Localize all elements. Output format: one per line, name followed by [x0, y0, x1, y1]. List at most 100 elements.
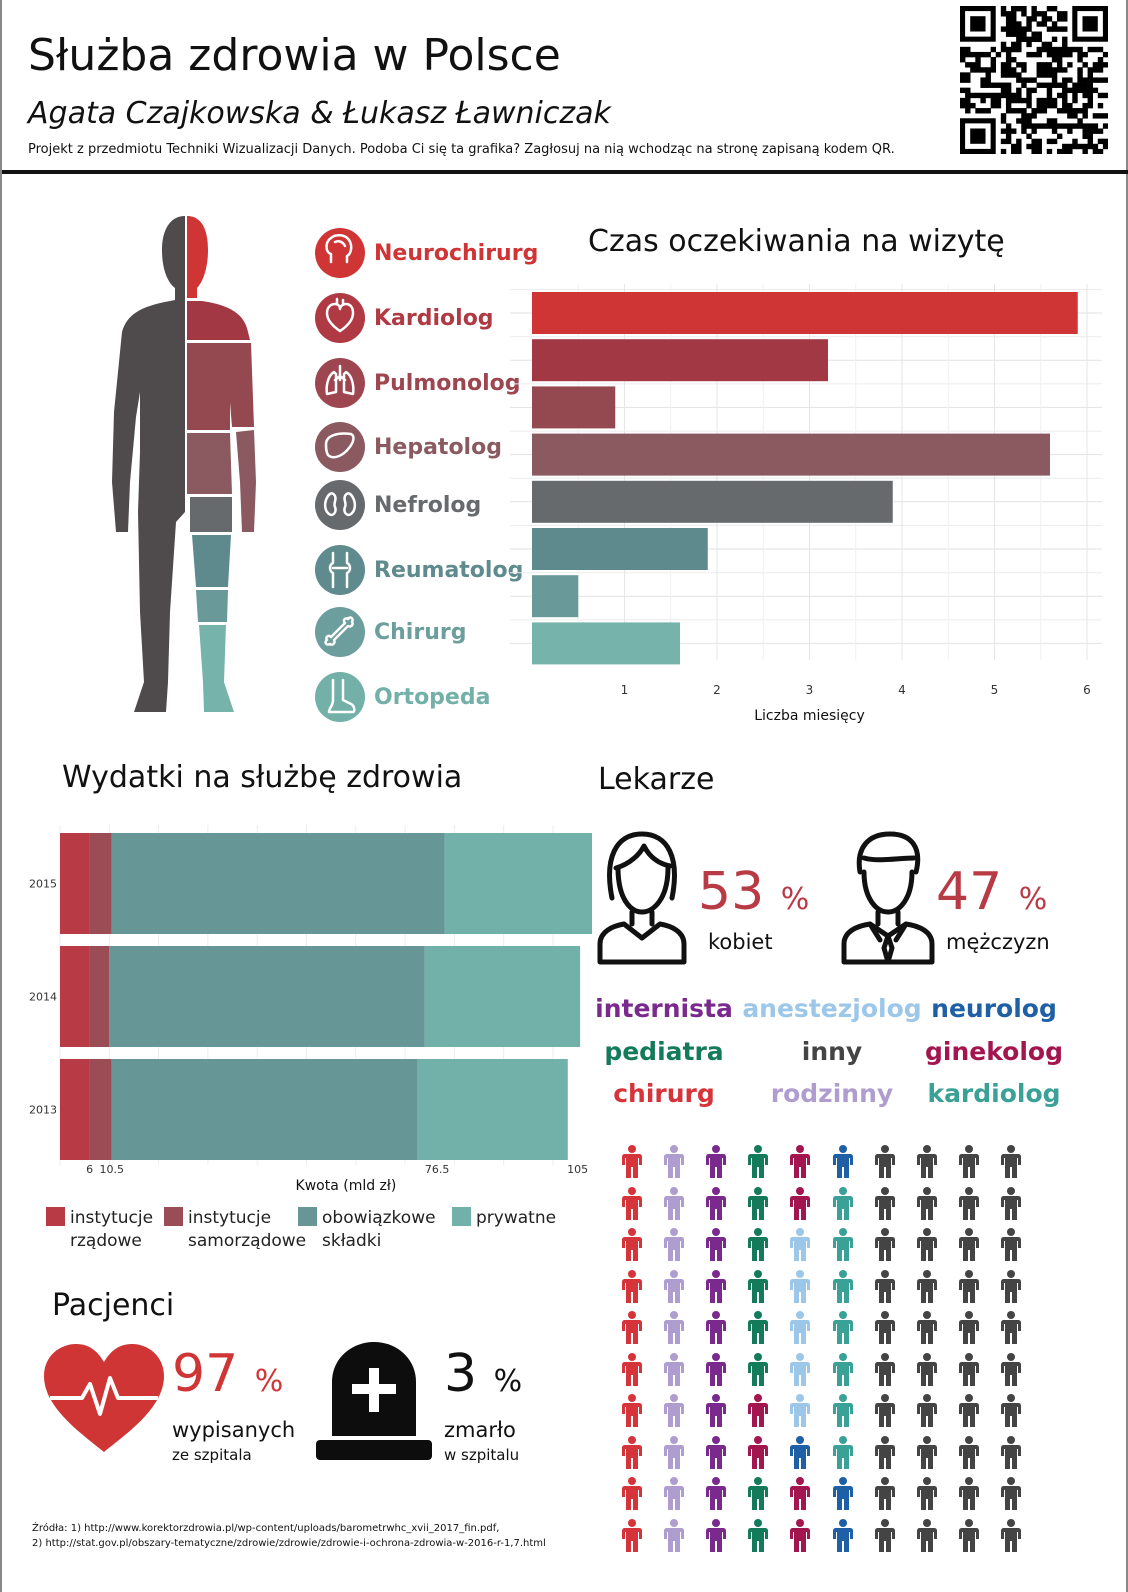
legend-swatch	[46, 1207, 65, 1226]
discharged-percent-value: 97	[172, 1344, 239, 1404]
legend-label-line: instytucje	[70, 1208, 154, 1228]
died-percent-sign: %	[493, 1364, 523, 1399]
legend-label-line: instytucje	[188, 1208, 272, 1228]
foot-icon	[315, 672, 365, 722]
person-icon	[664, 1352, 685, 1386]
person-icon	[664, 1269, 685, 1303]
person-icon	[1000, 1311, 1021, 1344]
bar	[532, 575, 579, 618]
specialist-label: Pulmonolog	[374, 371, 521, 396]
person-icon	[748, 1228, 769, 1261]
body-shin-right	[199, 625, 234, 712]
bar-segment	[424, 946, 581, 1047]
x-axis-label: Kwota (mld zł)	[296, 1178, 397, 1194]
person-icon	[874, 1186, 895, 1220]
person-icon	[874, 1394, 895, 1427]
person-icon	[1000, 1518, 1021, 1552]
legend-label: prywatne	[476, 1207, 556, 1230]
body-thigh-right	[192, 535, 231, 587]
qr-code-icon[interactable]	[960, 6, 1108, 154]
person-icon	[958, 1269, 979, 1303]
person-icon	[664, 1477, 685, 1510]
person-icon	[706, 1477, 727, 1510]
bar-segment	[109, 946, 425, 1047]
person-icon	[622, 1269, 642, 1303]
heart-icon	[315, 293, 365, 343]
discharged-percent: 97 %	[172, 1348, 283, 1408]
person-icon	[790, 1394, 811, 1427]
legend-swatch	[164, 1207, 183, 1226]
header-divider	[2, 170, 1128, 174]
person-icon	[664, 1186, 685, 1220]
bar-segment	[60, 1059, 90, 1160]
doctor-type-label: pediatra	[604, 1037, 724, 1066]
person-icon	[1000, 1352, 1021, 1386]
liver-icon	[315, 422, 365, 472]
tick-label: 1	[621, 683, 629, 697]
men-label: mężczyzn	[946, 930, 1050, 954]
specialist-label: Chirurg	[374, 620, 467, 645]
person-icon	[1000, 1269, 1021, 1303]
person-icon	[832, 1477, 853, 1510]
brain-head-icon	[315, 228, 365, 278]
person-icon	[622, 1186, 642, 1220]
person-icon	[622, 1435, 642, 1469]
bar-segment	[89, 946, 110, 1047]
doctor-type-label: rodzinny	[770, 1079, 894, 1108]
person-icon	[790, 1477, 811, 1510]
person-icon	[748, 1269, 769, 1303]
person-icon	[706, 1311, 727, 1344]
person-icon	[916, 1269, 937, 1303]
person-icon	[958, 1145, 979, 1178]
person-icon	[790, 1352, 811, 1386]
person-icon	[622, 1394, 642, 1427]
chart-expenditure-title: Wydatki na służbę zdrowia	[62, 760, 463, 795]
doctor-type-label: internista	[595, 994, 733, 1023]
tick-label: 6	[1083, 683, 1091, 697]
page-title: Służba zdrowia w Polsce	[28, 30, 561, 81]
discharged-label: wypisanych	[172, 1418, 296, 1442]
human-body-figure	[112, 216, 256, 712]
person-icon	[958, 1394, 979, 1427]
legend-label: instytucje rządowe	[70, 1207, 153, 1253]
person-icon	[916, 1518, 937, 1552]
legend-swatch	[452, 1207, 471, 1226]
specialist-label: Nefrolog	[374, 493, 482, 518]
person-icon	[1000, 1477, 1021, 1510]
category-label: 2015	[29, 878, 57, 891]
person-icon	[664, 1394, 685, 1427]
person-icon	[748, 1477, 769, 1510]
person-icon	[874, 1352, 895, 1386]
chart-waiting-time: 1 2 3 4 5 6 Liczba miesięcy	[510, 284, 1102, 724]
person-icon	[1000, 1435, 1021, 1469]
person-icon	[832, 1269, 853, 1303]
specialist-label: Neurochirurg	[374, 241, 539, 266]
body-chest-right	[187, 301, 250, 340]
bone-icon	[315, 607, 365, 657]
person-icon	[832, 1145, 853, 1178]
men-percent: 47 %	[936, 866, 1047, 926]
body-head-right	[187, 216, 208, 298]
person-icon	[748, 1311, 769, 1344]
bar-segment	[111, 833, 445, 934]
person-icon	[916, 1145, 937, 1178]
person-icon	[622, 1228, 642, 1261]
bar	[532, 480, 893, 523]
bar	[532, 433, 1050, 476]
person-icon	[874, 1435, 895, 1469]
person-icon	[622, 1145, 642, 1178]
specialist-label: Hepatolog	[374, 435, 502, 460]
person-icon	[832, 1435, 853, 1469]
person-icon	[916, 1311, 937, 1344]
person-icon	[790, 1311, 811, 1344]
men-percent-value: 47	[936, 862, 1003, 922]
person-icon	[622, 1477, 642, 1510]
body-upper-torso-right	[187, 343, 254, 430]
category-label: 2013	[29, 1104, 57, 1117]
body-knee-right	[196, 590, 228, 622]
tick-label: 4	[898, 683, 906, 697]
doctor-type-label: ginekolog	[925, 1037, 1063, 1066]
person-icon	[916, 1352, 937, 1386]
person-icon	[916, 1477, 937, 1510]
lungs-icon	[315, 358, 365, 408]
